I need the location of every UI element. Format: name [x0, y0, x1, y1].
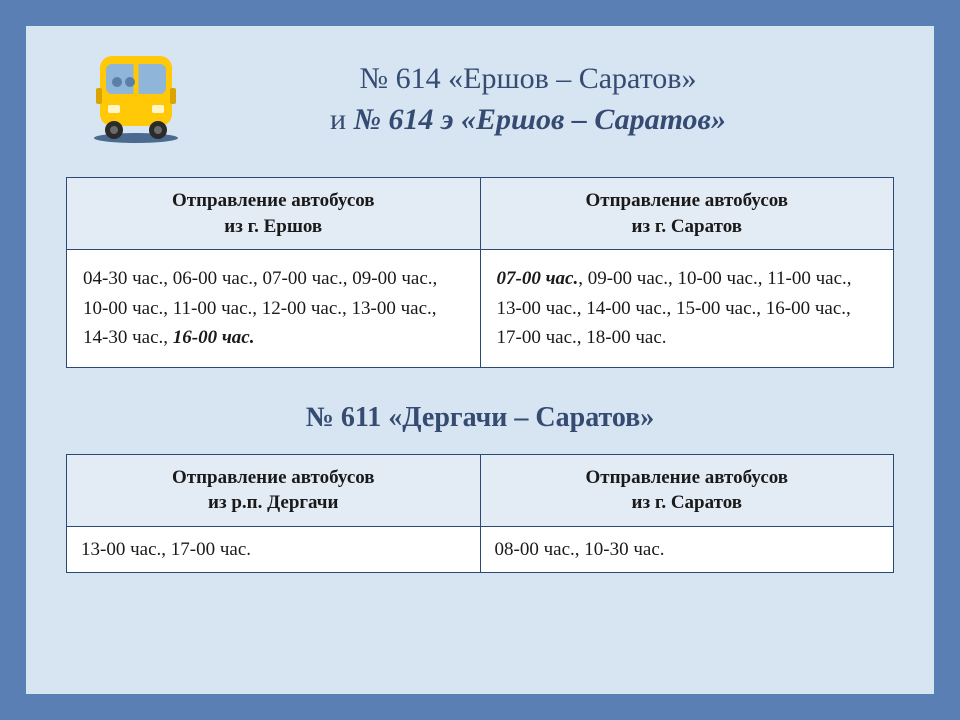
t1-col1-times: 04-30 час., 06-00 час., 07-00 час., 09-0…: [67, 250, 481, 367]
bus-icon: [86, 50, 186, 149]
t1-col1-times-bold: 16-00 час.: [173, 327, 255, 348]
t2-col1-header-l2: из р.п. Дергачи: [208, 492, 338, 513]
title-line-1: № 614 «Ершов – Саратов»: [222, 59, 834, 100]
t2-col2-header: Отправление автобусов из г. Саратов: [480, 454, 894, 526]
subtitle-611: № 611 «Дергачи – Саратов»: [66, 402, 894, 434]
t2-col2-header-l1: Отправление автобусов: [585, 467, 788, 488]
t2-col1-times: 13-00 час., 17-00 час.: [67, 526, 481, 572]
t1-col1-header-l2: из г. Ершов: [224, 216, 322, 237]
t2-col1-header: Отправление автобусов из р.п. Дергачи: [67, 454, 481, 526]
t1-col1-header: Отправление автобусов из г. Ершов: [67, 178, 481, 250]
title-line-2-prefix: и: [330, 103, 354, 136]
title-text: № 614 «Ершов – Саратов» и № 614 э «Ершов…: [222, 59, 834, 140]
title-block: № 614 «Ершов – Саратов» и № 614 э «Ершов…: [66, 50, 894, 149]
schedule-table-614: Отправление автобусов из г. Ершов Отправ…: [66, 177, 894, 368]
t1-col2-times: 07-00 час., 09-00 час., 10-00 час., 11-0…: [480, 250, 894, 367]
t1-col2-times-bold: 07-00 час.: [497, 268, 579, 289]
title-line-2-route: № 614 э «Ершов – Саратов»: [354, 103, 726, 136]
t2-col2-times: 08-00 час., 10-30 час.: [480, 526, 894, 572]
schedule-card: № 614 «Ершов – Саратов» и № 614 э «Ершов…: [26, 26, 934, 694]
t2-col2-header-l2: из г. Саратов: [632, 492, 742, 513]
t2-col1-header-l1: Отправление автобусов: [172, 467, 375, 488]
t1-col2-header: Отправление автобусов из г. Саратов: [480, 178, 894, 250]
t1-col2-header-l1: Отправление автобусов: [585, 190, 788, 211]
schedule-table-611: Отправление автобусов из р.п. Дергачи От…: [66, 454, 894, 574]
title-line-2: и № 614 э «Ершов – Саратов»: [222, 100, 834, 141]
t1-col1-times-normal: 04-30 час., 06-00 час., 07-00 час., 09-0…: [83, 268, 437, 348]
t1-col1-header-l1: Отправление автобусов: [172, 190, 375, 211]
t1-col2-header-l2: из г. Саратов: [632, 216, 742, 237]
